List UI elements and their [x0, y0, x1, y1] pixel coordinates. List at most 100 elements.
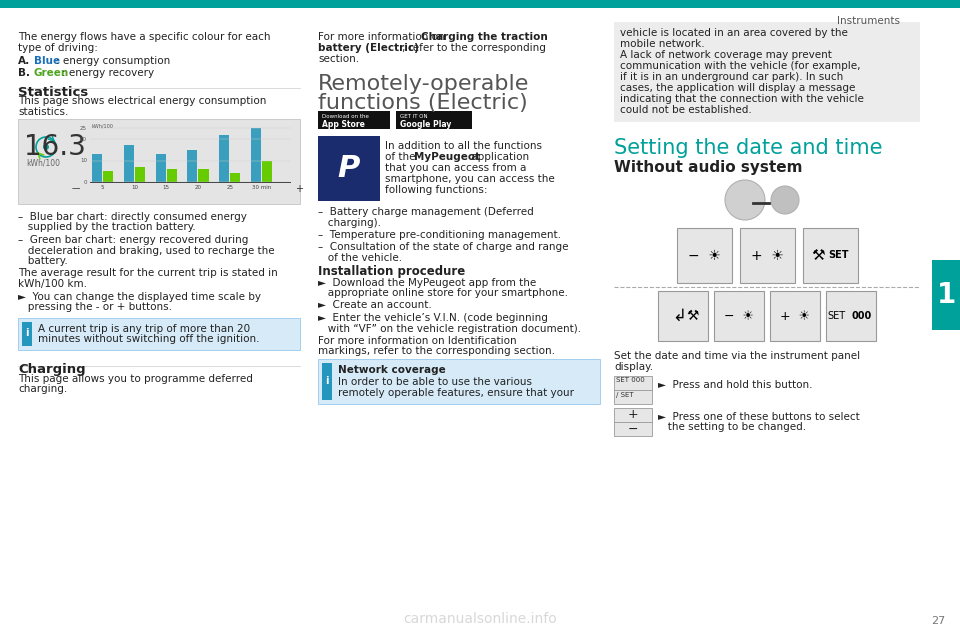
- Text: application: application: [468, 152, 529, 162]
- Text: +: +: [295, 184, 303, 194]
- Text: if it is in an underground car park). In such: if it is in an underground car park). In…: [620, 72, 843, 82]
- Text: SET: SET: [827, 311, 845, 321]
- Bar: [658, 291, 708, 341]
- Text: appropriate online store for your smartphone.: appropriate online store for your smartp…: [318, 288, 568, 298]
- Bar: [739, 228, 795, 283]
- Text: of the: of the: [385, 152, 419, 162]
- Text: –  Blue bar chart: directly consumed energy: – Blue bar chart: directly consumed ener…: [18, 212, 247, 222]
- Text: 27: 27: [931, 616, 945, 626]
- Bar: [614, 422, 652, 436]
- Text: 20: 20: [80, 136, 87, 141]
- Text: Statistics: Statistics: [18, 86, 88, 99]
- Bar: [135, 167, 145, 182]
- Text: section.: section.: [318, 54, 359, 64]
- Text: communication with the vehicle (for example,: communication with the vehicle (for exam…: [620, 61, 860, 71]
- Text: This page shows electrical energy consumption: This page shows electrical energy consum…: [18, 96, 266, 106]
- Bar: [0, 0, 960, 8]
- Text: deceleration and braking, used to recharge the: deceleration and braking, used to rechar…: [18, 246, 275, 255]
- Bar: [199, 169, 208, 182]
- Bar: [614, 22, 920, 122]
- Text: ►  Create an account.: ► Create an account.: [318, 301, 432, 310]
- Text: carmanualsonline.info: carmanualsonline.info: [403, 612, 557, 626]
- Text: Without audio system: Without audio system: [614, 160, 803, 175]
- Text: 15: 15: [162, 185, 170, 190]
- Text: ►  Enter the vehicle’s V.I.N. (code beginning: ► Enter the vehicle’s V.I.N. (code begin…: [318, 313, 548, 323]
- Text: −  ☀: − ☀: [687, 248, 720, 262]
- Text: Charging the traction: Charging the traction: [421, 32, 548, 42]
- Text: of the vehicle.: of the vehicle.: [318, 253, 402, 263]
- Text: minutes without switching off the ignition.: minutes without switching off the igniti…: [38, 335, 259, 344]
- Bar: [251, 128, 261, 182]
- Text: +: +: [628, 408, 638, 422]
- Text: pressing the - or + buttons.: pressing the - or + buttons.: [18, 302, 172, 312]
- Text: For more information on: For more information on: [318, 32, 448, 42]
- Text: ↲: ↲: [672, 307, 686, 325]
- Text: For more information on Identification: For more information on Identification: [318, 336, 516, 346]
- Bar: [318, 359, 600, 404]
- Text: This page allows you to programme deferred: This page allows you to programme deferr…: [18, 374, 252, 383]
- Text: 10: 10: [80, 158, 87, 163]
- Bar: [124, 145, 134, 182]
- Text: with “VF” on the vehicle registration document).: with “VF” on the vehicle registration do…: [318, 323, 581, 333]
- Text: In order to be able to use the various: In order to be able to use the various: [338, 377, 532, 387]
- Text: The energy flows have a specific colour for each: The energy flows have a specific colour …: [18, 32, 271, 42]
- Text: −: −: [628, 422, 638, 435]
- Text: 20: 20: [195, 185, 202, 190]
- Bar: [677, 228, 732, 283]
- Text: Download on the: Download on the: [322, 114, 369, 119]
- Bar: [103, 172, 113, 182]
- Text: Setting the date and time: Setting the date and time: [614, 138, 882, 158]
- Text: markings, refer to the corresponding section.: markings, refer to the corresponding sec…: [318, 346, 555, 356]
- Text: SET: SET: [828, 250, 849, 260]
- Text: could not be established.: could not be established.: [620, 105, 752, 115]
- Bar: [219, 135, 229, 182]
- Text: App Store: App Store: [322, 120, 365, 129]
- Text: , refer to the corresponding: , refer to the corresponding: [402, 43, 546, 53]
- Text: following functions:: following functions:: [385, 185, 488, 195]
- Text: supplied by the traction battery.: supplied by the traction battery.: [18, 223, 196, 232]
- Text: Remotely-operable: Remotely-operable: [318, 74, 529, 94]
- Bar: [614, 390, 652, 404]
- Bar: [18, 317, 300, 349]
- Text: A lack of network coverage may prevent: A lack of network coverage may prevent: [620, 50, 832, 60]
- Text: –  Battery charge management (Deferred: – Battery charge management (Deferred: [318, 207, 534, 217]
- Bar: [230, 173, 240, 182]
- Text: –  Temperature pre-conditioning management.: – Temperature pre-conditioning managemen…: [318, 230, 561, 240]
- Bar: [396, 111, 472, 129]
- Bar: [18, 119, 300, 204]
- Bar: [803, 228, 857, 283]
- Text: Google Play: Google Play: [400, 120, 451, 129]
- Text: +  ☀: + ☀: [780, 310, 810, 323]
- Text: indicating that the connection with the vehicle: indicating that the connection with the …: [620, 94, 864, 104]
- Text: ►  Download the MyPeugeot app from the: ► Download the MyPeugeot app from the: [318, 278, 537, 287]
- Circle shape: [725, 180, 765, 220]
- Bar: [156, 154, 166, 182]
- Text: that you can access from a: that you can access from a: [385, 163, 526, 173]
- Text: −  ☀: − ☀: [724, 310, 754, 323]
- Text: Set the date and time via the instrument panel: Set the date and time via the instrument…: [614, 351, 860, 361]
- Text: 0: 0: [84, 179, 87, 184]
- Text: +  ☀: + ☀: [751, 248, 783, 262]
- Text: smartphone, you can access the: smartphone, you can access the: [385, 174, 555, 184]
- Text: kWh/100: kWh/100: [26, 159, 60, 168]
- Bar: [322, 363, 332, 400]
- Text: ⚒: ⚒: [812, 248, 826, 263]
- Text: charging).: charging).: [318, 218, 381, 227]
- Text: —: —: [72, 184, 81, 193]
- Text: i: i: [25, 328, 29, 339]
- Text: A current trip is any trip of more than 20: A current trip is any trip of more than …: [38, 323, 251, 333]
- Bar: [318, 111, 390, 129]
- Text: The average result for the current trip is stated in: The average result for the current trip …: [18, 269, 277, 278]
- Text: –  Consultation of the state of charge and range: – Consultation of the state of charge an…: [318, 243, 568, 253]
- Text: B.: B.: [18, 68, 30, 78]
- Text: Installation procedure: Installation procedure: [318, 266, 466, 278]
- Bar: [770, 291, 820, 341]
- Circle shape: [43, 144, 49, 150]
- Text: functions (Electric): functions (Electric): [318, 93, 528, 113]
- Text: / SET: / SET: [616, 392, 634, 398]
- Text: 5: 5: [101, 185, 105, 190]
- Text: 000: 000: [852, 311, 872, 321]
- Text: Instruments: Instruments: [837, 16, 900, 26]
- Text: mobile network.: mobile network.: [620, 39, 705, 49]
- Bar: [92, 154, 102, 182]
